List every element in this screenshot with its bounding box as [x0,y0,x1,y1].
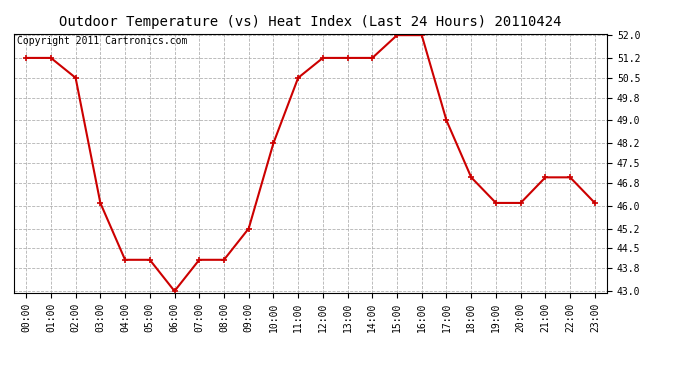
Text: Copyright 2011 Cartronics.com: Copyright 2011 Cartronics.com [17,36,187,46]
Text: Outdoor Temperature (vs) Heat Index (Last 24 Hours) 20110424: Outdoor Temperature (vs) Heat Index (Las… [59,15,562,29]
